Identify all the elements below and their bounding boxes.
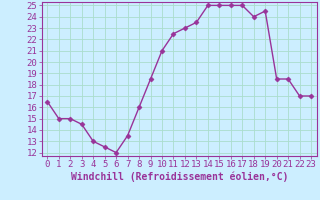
X-axis label: Windchill (Refroidissement éolien,°C): Windchill (Refroidissement éolien,°C) xyxy=(70,172,288,182)
